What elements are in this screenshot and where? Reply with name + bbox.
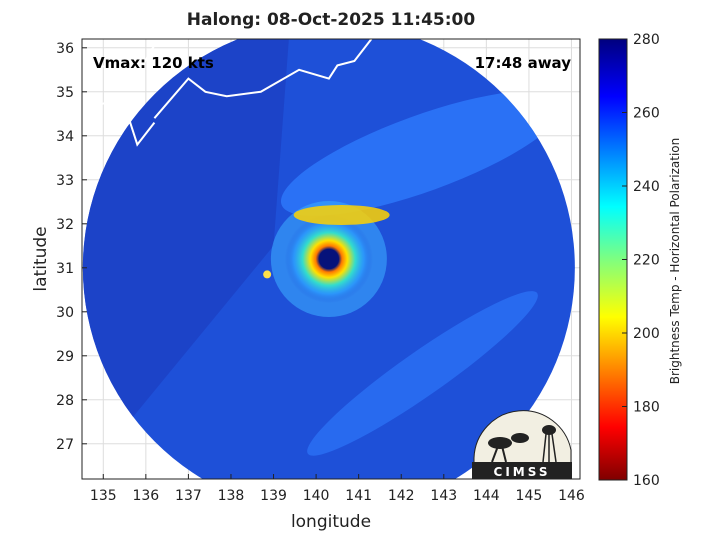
storm-eye [318, 249, 339, 269]
x-tick-label: 140 [303, 488, 330, 504]
colorbar-tick-label: 180 [633, 400, 660, 416]
plot-frame [81, 38, 581, 480]
x-tick-label: 141 [345, 488, 372, 504]
x-tick-label: 136 [132, 488, 159, 504]
vmax-annotation: Vmax: 120 kts [93, 54, 214, 72]
x-tick-label: 144 [473, 488, 500, 504]
coastline-segment [85, 99, 156, 147]
time-away-annotation: 17:48 away [475, 54, 572, 72]
y-tick-label: 36 [56, 41, 74, 57]
x-axis: 135 136 137 138 139 140 141 142 143 144 145 146 [90, 474, 585, 504]
y-axis: 27 28 29 30 31 32 33 34 35 36 [56, 41, 87, 453]
y-tick-label: 35 [56, 85, 74, 101]
x-tick-label: 138 [218, 488, 245, 504]
coastline-segment [86, 39, 160, 69]
colorbar-tick-label: 200 [633, 326, 660, 342]
y-tick-label: 28 [56, 393, 74, 409]
y-tick-label: 29 [56, 349, 74, 365]
colorbar-label: Brightness Temp - Horizontal Polarizatio… [668, 138, 682, 385]
colorbar-tick-label: 220 [633, 253, 660, 269]
colorbar-tick-label: 160 [633, 473, 660, 489]
coastline [85, 39, 373, 147]
y-tick-label: 33 [56, 173, 74, 189]
x-tick-label: 137 [175, 488, 202, 504]
microwave-swath [82, 39, 575, 479]
outer-rainband-south [307, 291, 538, 456]
x-tick-label: 146 [558, 488, 585, 504]
x-tick-label: 143 [430, 488, 457, 504]
y-tick-label: 32 [56, 217, 74, 233]
chart-title: Halong: 08-Oct-2025 11:45:00 [186, 10, 476, 30]
coastline-segment [153, 39, 373, 119]
swath-dark-sector [82, 39, 289, 479]
y-tick-label: 30 [56, 305, 74, 321]
x-axis-label: longitude [291, 512, 371, 532]
y-tick-label: 34 [56, 129, 74, 145]
logo-text: CIMSS [494, 465, 551, 479]
north-eyewall-band [293, 205, 390, 225]
y-tick-label: 27 [56, 437, 74, 453]
convective-cell [263, 270, 272, 279]
x-tick-label: 139 [260, 488, 287, 504]
cimss-logo: CIMSS [472, 410, 572, 480]
x-tick-label: 135 [90, 488, 117, 504]
y-axis-label: latitude [31, 226, 51, 291]
outer-rainband-north [280, 90, 565, 216]
x-tick-label: 142 [388, 488, 415, 504]
x-tick-label: 145 [516, 488, 543, 504]
colorbar-tick-label: 240 [633, 179, 660, 195]
colorbar-tick-label: 280 [633, 32, 660, 48]
colorbar-tick-label: 260 [633, 106, 660, 122]
colorbar-ticks: 160 180 200 220 240 260 280 [622, 32, 660, 489]
y-tick-label: 31 [56, 261, 74, 277]
